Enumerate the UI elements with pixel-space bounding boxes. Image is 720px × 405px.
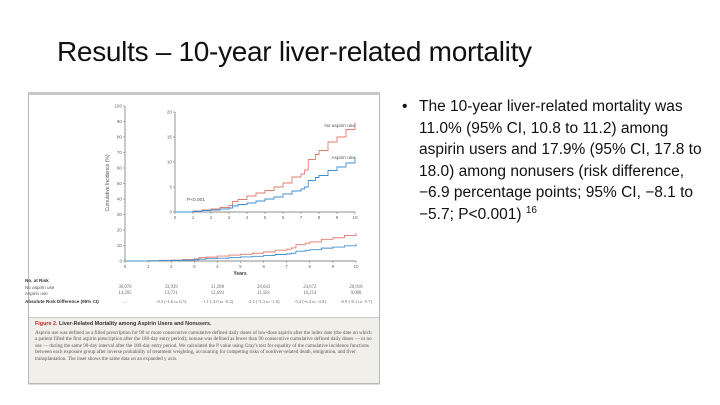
risk-count: 10,214 (303, 291, 317, 296)
main-y-tick-label: 50 (117, 181, 123, 186)
inset-series-line (175, 157, 356, 213)
risk-diff-label: Absolute Risk Difference (95% CI) (25, 299, 99, 304)
main-x-tick-label: 9 (332, 264, 335, 269)
inset-x-tick-label: 0 (174, 215, 177, 220)
figure-caption: Figure 2. Liver-Related Mortality among … (29, 317, 379, 383)
risk-count: 36,070 (118, 285, 132, 290)
main-x-tick-label: 4 (216, 264, 219, 269)
risk-count: 11,581 (257, 291, 271, 296)
risk-count: 14,205 (118, 291, 132, 296)
inset-x-tick-label: 3 (228, 215, 231, 220)
main-y-tick-label: 20 (117, 228, 123, 233)
main-y-tick-label: 60 (117, 166, 123, 171)
main-x-tick-label: 5 (239, 264, 242, 269)
inset-y-tick-label: 0 (169, 210, 172, 215)
inset-x-tick-label: 1 (192, 215, 195, 220)
risk-count: 33,939 (164, 285, 178, 290)
main-y-tick-label: 10 (117, 243, 123, 248)
inset-x-tick-label: 7 (300, 215, 303, 220)
caption-figure-label: Figure 2. (35, 321, 58, 327)
risk-count: 28,043 (256, 285, 271, 290)
risk-count: 9,008 (350, 291, 362, 296)
inset-x-tick-label: 6 (282, 215, 285, 220)
slide-title: Results – 10-year liver-related mortalit… (57, 36, 532, 67)
risk-count: 24,672 (303, 285, 317, 290)
inset-x-tick-label: 5 (264, 215, 267, 220)
inset-x-tick-label: 2 (210, 215, 213, 220)
risk-diff-value: — (122, 299, 128, 304)
risk-diff-value: -5.2 (-6.4 to -4.0) (293, 299, 326, 304)
main-x-tick-label: 1 (147, 264, 150, 269)
risk-row-label: Aspirin use (25, 291, 48, 296)
main-x-tick-label: 8 (309, 264, 312, 269)
y-axis-title: Cumulative Incidence (%) (105, 154, 111, 211)
main-x-tick-label: 2 (170, 264, 173, 269)
main-series-line (125, 243, 357, 262)
risk-diff-value: -0.5 (-1.6 to 0.5) (156, 299, 187, 304)
main-y-tick-label: 0 (119, 259, 122, 264)
risk-count: 31,288 (210, 285, 224, 290)
p-value-annotation: P<0.001 (187, 197, 205, 203)
reference-number: 16 (525, 204, 537, 216)
main-x-tick-label: 10 (353, 264, 359, 269)
inset-series-line (175, 122, 356, 213)
bullet-text: The 10-year liver-related mortality was … (419, 96, 712, 226)
inset-y-tick-label: 15 (167, 135, 173, 140)
inset-y-tick-label: 20 (167, 110, 173, 115)
main-y-tick-label: 70 (117, 150, 123, 155)
main-x-tick-label: 6 (262, 264, 265, 269)
risk-diff-value: -1.1 (-2.0 to -0.2) (201, 299, 234, 304)
legend-aspirin: Aspirin use (331, 155, 355, 161)
caption-title: Figure 2. Liver-Related Mortality among … (35, 321, 373, 328)
main-x-tick-label: 0 (124, 264, 127, 269)
inset-x-tick-label: 4 (246, 215, 249, 220)
figure-panel: 0 1 2 3 4 5 6 7 8 9 10 0 10 20 30 40 50 60 70 80 90 100 Years C… (25, 92, 380, 384)
bullet-marker: • (402, 98, 408, 115)
risk-count: 13,721 (164, 291, 178, 296)
bullet-list: • The 10-year liver-related mortality wa… (402, 96, 712, 226)
caption-body: Aspirin use was defined as a filled pres… (35, 329, 372, 362)
risk-row-label: No aspirin use (25, 285, 55, 290)
caption-title-text: Liver-Related Mortality among Aspirin Us… (58, 321, 212, 327)
main-y-tick-label: 90 (117, 119, 123, 124)
main-x-tick-label: 3 (193, 264, 196, 269)
risk-header: No. at Risk (25, 278, 49, 283)
inset-y-tick-label: 5 (169, 185, 172, 190)
risk-diff-value: -6.9 (-8.1 to -5.7) (340, 299, 372, 304)
x-axis-title: Years (233, 271, 247, 277)
legend-no-aspirin: No aspirin use (324, 123, 355, 129)
bullet-body: The 10-year liver-related mortality was … (419, 98, 702, 223)
main-y-tick-label: 30 (117, 212, 123, 217)
inset-x-tick-label: 9 (336, 215, 339, 220)
risk-count: 20,910 (349, 285, 363, 290)
chart-svg: 0 1 2 3 4 5 6 7 8 9 100102030405060708090100YearsC… (105, 104, 359, 277)
inset-x-tick-label: 10 (352, 215, 358, 220)
main-y-tick-label: 80 (117, 135, 123, 140)
risk-diff-value: -2.1 (-3.3 to -1.0) (247, 299, 280, 304)
inset-y-tick-label: 10 (167, 160, 173, 165)
main-x-tick-label: 7 (285, 264, 288, 269)
main-y-tick-label: 100 (114, 104, 122, 109)
main-y-tick-label: 40 (117, 197, 123, 202)
risk-count: 12,693 (210, 291, 224, 296)
inset-x-tick-label: 8 (318, 215, 321, 220)
